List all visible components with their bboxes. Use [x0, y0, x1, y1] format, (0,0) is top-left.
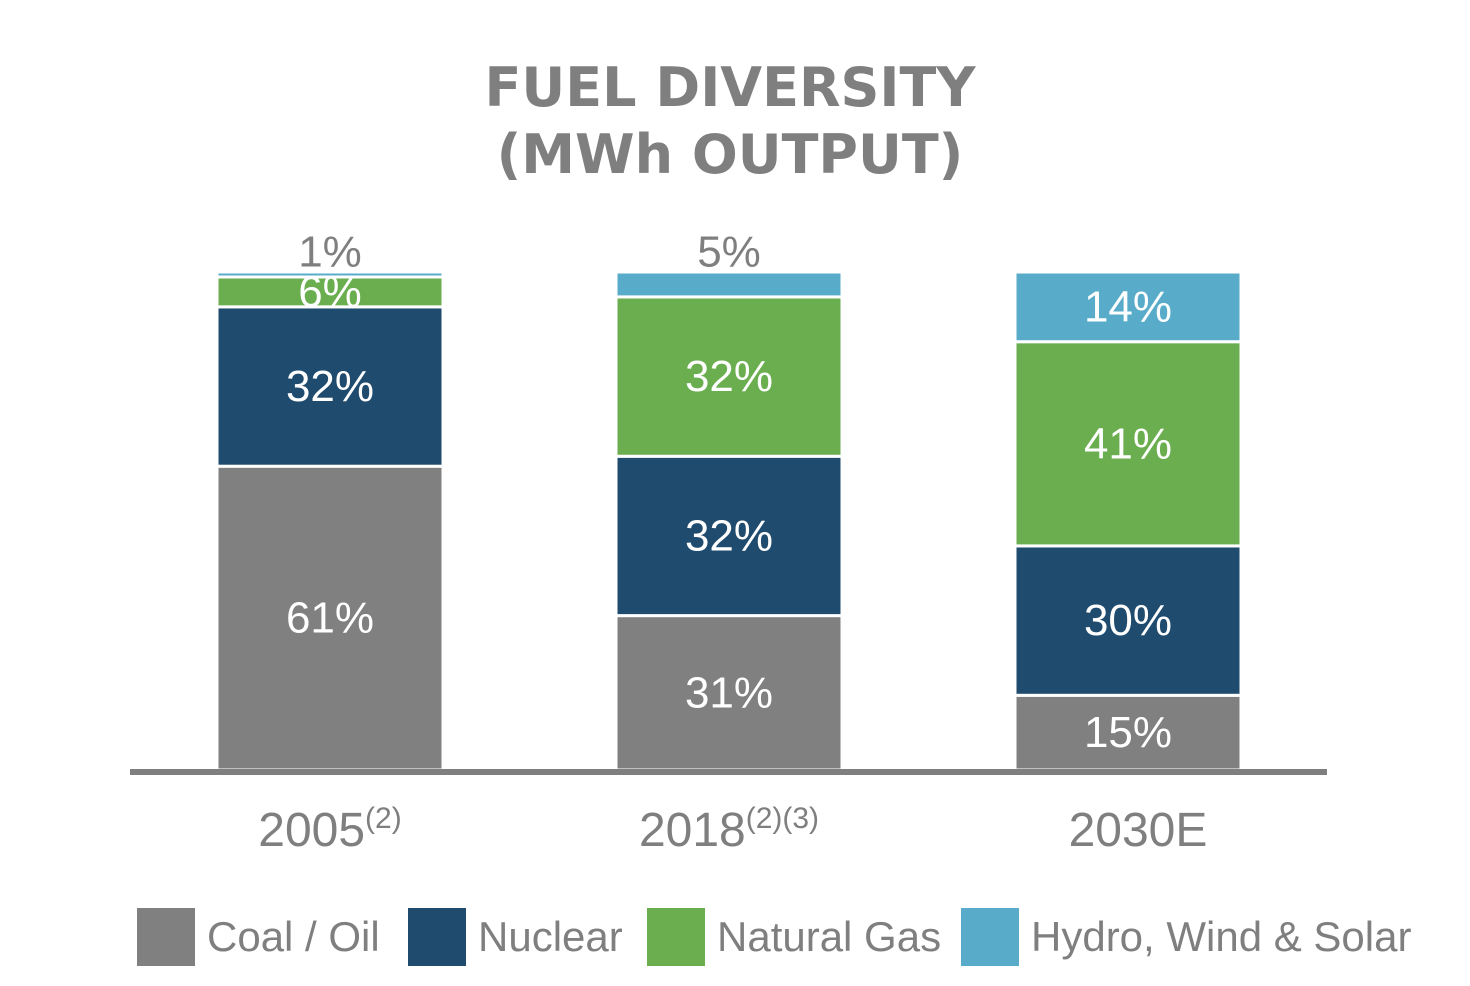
data-label-natural-gas-2018: 32%: [685, 352, 773, 401]
bar-segment-natural-gas-2018: [614, 295, 844, 458]
legend-label-hydro-wind-solar: Hydro, Wind & Solar: [1031, 913, 1412, 960]
data-label-nuclear-2018: 32%: [685, 511, 773, 560]
data-label-nuclear-2030e: 30%: [1084, 596, 1172, 645]
legend-item-hydro-wind-solar: Hydro, Wind & Solar: [961, 908, 1411, 966]
legend-label-natural-gas: Natural Gas: [717, 913, 942, 960]
bar-segment-natural-gas-2030e: [1013, 340, 1243, 548]
stacked-bar-chart: 61%32%6%1%2005(2)31%32%32%5%2018(2)(3)15…: [130, 228, 1327, 857]
bar-segment-nuclear-2030e: [1013, 544, 1243, 697]
legend-swatch-coal-oil: [137, 908, 195, 966]
legend-swatch-hydro-wind-solar: [961, 908, 1019, 966]
data-label-hydro-wind-solar-2005: 1%: [298, 228, 362, 277]
legend-item-natural-gas: Natural Gas: [647, 908, 941, 966]
chart-title-line-2: (MWh OUTPUT): [496, 123, 964, 186]
data-label-nuclear-2005: 32%: [286, 362, 374, 411]
bar-segment-hydro-wind-solar-2018: [614, 270, 844, 299]
legend-item-coal-oil: Coal / Oil: [137, 908, 380, 966]
data-label-hydro-wind-solar-2018: 5%: [697, 228, 761, 277]
x-tick-label-2030e: 2030E: [1069, 804, 1208, 857]
x-tick-label-2005: 2005(2): [258, 802, 401, 857]
legend-label-coal-oil: Coal / Oil: [207, 913, 380, 960]
bar-segment-coal-oil-2018: [614, 614, 844, 772]
data-label-coal-oil-2018: 31%: [685, 668, 773, 717]
data-label-hydro-wind-solar-2030e: 14%: [1084, 282, 1172, 331]
legend-swatch-nuclear: [408, 908, 466, 966]
bar-segment-hydro-wind-solar-2030e: [1013, 270, 1243, 344]
bar-segment-nuclear-2005: [215, 305, 445, 468]
data-label-coal-oil-2030e: 15%: [1084, 708, 1172, 757]
legend-swatch-natural-gas: [647, 908, 705, 966]
bar-segment-natural-gas-2005: [215, 275, 445, 309]
data-label-natural-gas-2030e: 41%: [1084, 419, 1172, 468]
legend-label-nuclear: Nuclear: [478, 913, 623, 960]
x-tick-label-2018: 2018(2)(3): [639, 802, 819, 857]
bar-segment-nuclear-2018: [614, 454, 844, 618]
chart-title-line-1: FUEL DIVERSITY: [484, 56, 976, 119]
bar-segment-hydro-wind-solar-2005: [215, 270, 445, 279]
data-label-coal-oil-2005: 61%: [286, 594, 374, 643]
legend-item-nuclear: Nuclear: [408, 908, 623, 966]
